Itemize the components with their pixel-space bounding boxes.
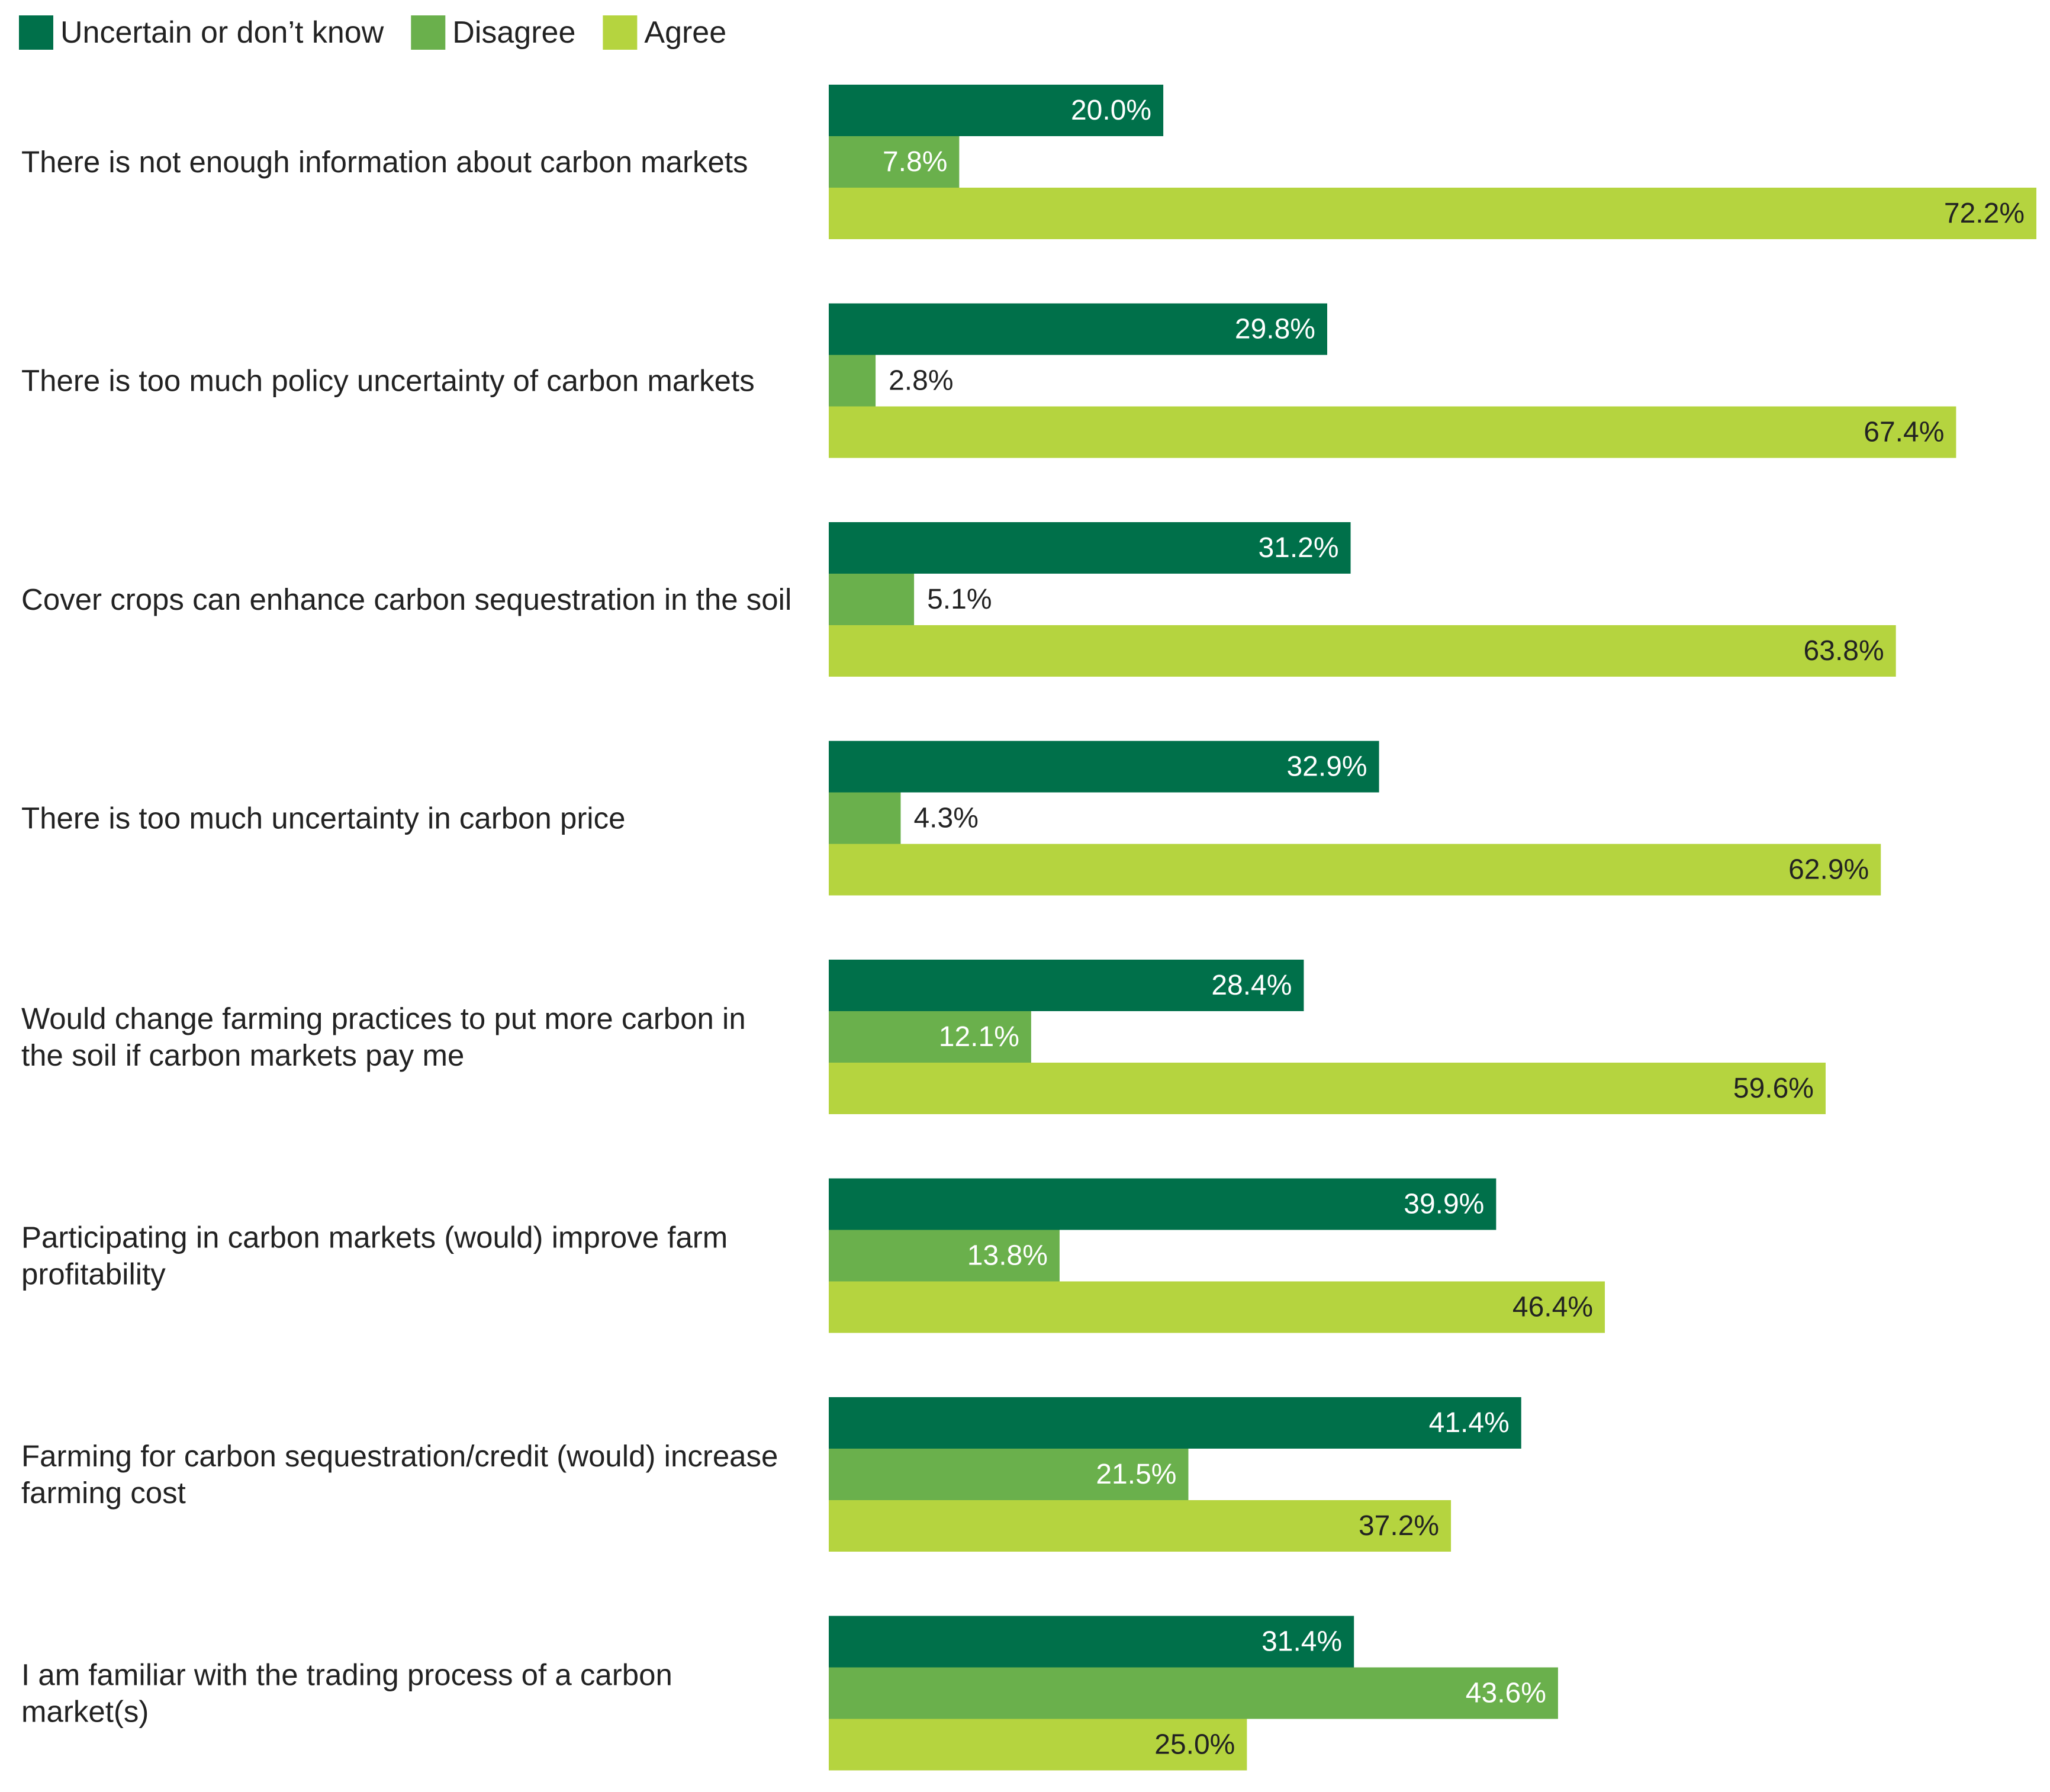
bar-value-label: 4.3% <box>913 803 978 834</box>
category-group: There is too much policy uncertainty of … <box>21 303 1956 458</box>
bar-value-label: 43.6% <box>1466 1678 1546 1709</box>
bar-agree <box>829 625 1896 677</box>
category-group: Would change farming practices to put mo… <box>21 960 1826 1114</box>
bar-disagree <box>829 1667 1558 1719</box>
bar-agree <box>829 1063 1826 1114</box>
legend: Uncertain or don’t know Disagree Agree <box>19 15 726 50</box>
bar-value-label: 2.8% <box>889 365 953 397</box>
legend-label-agree: Agree <box>644 15 726 50</box>
bar-agree <box>829 188 2036 239</box>
category-label-line: Would change farming practices to put mo… <box>21 1002 746 1035</box>
category-label: Farming for carbon sequestration/credit … <box>21 1439 778 1510</box>
category-label-line: I am familiar with the trading process o… <box>21 1658 672 1692</box>
category-label-line: Cover crops can enhance carbon sequestra… <box>21 583 791 616</box>
bar-value-label: 62.9% <box>1788 854 1869 886</box>
category-label: There is not enough information about ca… <box>21 145 748 179</box>
category-label: Would change farming practices to put mo… <box>21 1002 746 1072</box>
bar-value-label: 7.8% <box>883 146 947 178</box>
bar-value-label: 32.9% <box>1286 751 1367 783</box>
bar-disagree <box>829 574 915 625</box>
bar-value-label: 12.1% <box>939 1021 1019 1053</box>
category-label: Participating in carbon markets (would) … <box>21 1221 728 1291</box>
bar-disagree <box>829 1449 1189 1500</box>
category-label: Cover crops can enhance carbon sequestra… <box>21 583 791 616</box>
category-group: There is too much uncertainty in carbon … <box>21 741 1881 896</box>
bar-uncertain <box>829 1616 1354 1668</box>
category-label: There is too much uncertainty in carbon … <box>21 802 626 835</box>
category-group: I am familiar with the trading process o… <box>21 1616 1558 1771</box>
bar-value-label: 31.4% <box>1261 1626 1342 1658</box>
category-label-line: Farming for carbon sequestration/credit … <box>21 1439 778 1473</box>
category-label-line: profitability <box>21 1257 166 1291</box>
bar-agree <box>829 1500 1452 1552</box>
bar-value-label: 21.5% <box>1096 1459 1176 1490</box>
category-label-line: market(s) <box>21 1695 149 1729</box>
category-label-line: the soil if carbon markets pay me <box>21 1038 464 1072</box>
category-label: There is too much policy uncertainty of … <box>21 364 755 398</box>
bar-disagree <box>829 792 901 844</box>
bar-value-label: 25.0% <box>1154 1729 1235 1761</box>
bar-uncertain <box>829 960 1304 1011</box>
bar-uncertain <box>829 1178 1497 1230</box>
bar-value-label: 41.4% <box>1429 1407 1510 1439</box>
category-label-line: There is too much policy uncertainty of … <box>21 364 755 398</box>
category-group: Farming for carbon sequestration/credit … <box>21 1397 1521 1552</box>
bar-uncertain <box>829 741 1379 793</box>
category-label-line: There is not enough information about ca… <box>21 145 748 179</box>
bar-value-label: 29.8% <box>1235 314 1315 345</box>
category-label-line: farming cost <box>21 1476 186 1510</box>
category-label-line: There is too much uncertainty in carbon … <box>21 802 626 835</box>
bar-value-label: 5.1% <box>927 584 992 615</box>
bar-value-label: 72.2% <box>1944 198 2025 229</box>
bar-disagree <box>829 1011 1031 1063</box>
bar-uncertain <box>829 1397 1521 1449</box>
bar-uncertain <box>829 303 1327 355</box>
bar-value-label: 37.2% <box>1359 1510 1439 1542</box>
bar-value-label: 63.8% <box>1804 635 1884 667</box>
bar-value-label: 59.6% <box>1733 1073 1814 1104</box>
bar-value-label: 20.0% <box>1071 95 1151 126</box>
bar-disagree <box>829 136 960 188</box>
bar-value-label: 28.4% <box>1211 970 1292 1001</box>
category-group: Cover crops can enhance carbon sequestra… <box>21 522 1896 677</box>
legend-label-uncertain: Uncertain or don’t know <box>60 15 384 50</box>
legend-swatch-agree <box>603 15 638 50</box>
category-label: I am familiar with the trading process o… <box>21 1658 672 1729</box>
bar-agree <box>829 1719 1247 1771</box>
bar-value-label: 67.4% <box>1864 417 1944 448</box>
bar-disagree <box>829 1230 1060 1282</box>
bar-value-label: 13.8% <box>967 1240 1048 1272</box>
legend-swatch-disagree <box>411 15 446 50</box>
bar-disagree <box>829 355 876 407</box>
bar-agree <box>829 406 1956 458</box>
bar-agree <box>829 1281 1605 1333</box>
bar-value-label: 46.4% <box>1512 1292 1593 1323</box>
bar-uncertain <box>829 522 1351 574</box>
bar-value-label: 31.2% <box>1258 532 1338 564</box>
bar-value-label: 39.9% <box>1404 1189 1484 1220</box>
legend-swatch-uncertain <box>19 15 53 50</box>
category-group: There is not enough information about ca… <box>21 85 2036 239</box>
category-group: Participating in carbon markets (would) … <box>21 1178 1605 1333</box>
bar-agree <box>829 844 1881 896</box>
category-label-line: Participating in carbon markets (would) … <box>21 1221 728 1254</box>
bar-uncertain <box>829 85 1164 136</box>
legend-label-disagree: Disagree <box>452 15 575 50</box>
